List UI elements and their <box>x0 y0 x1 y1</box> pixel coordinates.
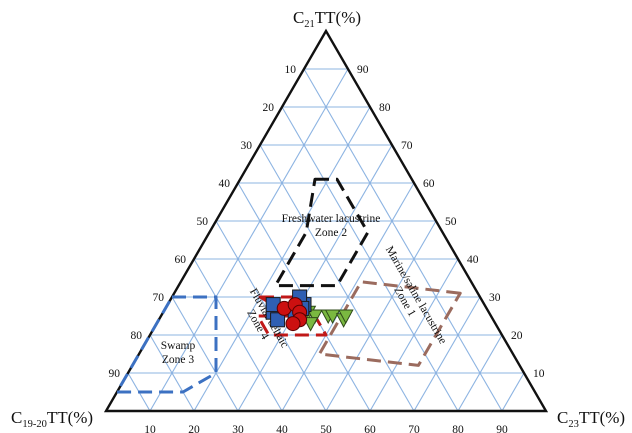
right-tick-label: 50 <box>445 216 457 228</box>
right-tick-label: 80 <box>379 102 391 114</box>
right-tick-label: 30 <box>489 292 501 304</box>
tick-labels: 10 90 10 20 80 20 30 70 30 40 60 40 50 50 50 60 40 60 70 30… <box>109 64 545 433</box>
circle-marker <box>285 316 301 332</box>
right-tick-label: 60 <box>423 178 435 190</box>
grid-line <box>171 296 239 412</box>
square-marker <box>270 312 286 328</box>
left-tick-label: 60 <box>175 254 187 266</box>
data-markers <box>265 289 354 332</box>
bottom-tick-label: 30 <box>232 424 244 433</box>
bottom-tick-label: 60 <box>364 424 376 433</box>
bottom-tick-label: 90 <box>496 424 508 433</box>
triangle-marker <box>307 309 323 325</box>
zone2-label-line: Zone 2 <box>315 227 348 239</box>
grid-line <box>501 372 525 412</box>
grid-line <box>149 68 349 412</box>
axis-label-top: C21TT(%) <box>293 8 361 30</box>
bottom-tick-label: 80 <box>452 424 464 433</box>
grid-line <box>259 144 415 412</box>
left-tick-label: 20 <box>263 102 275 114</box>
zone2-label-line: Freshwater lacustrine <box>282 213 381 225</box>
triangle-frame <box>103 28 549 413</box>
bottom-tick-label: 40 <box>276 424 288 433</box>
right-tick-label: 40 <box>467 254 479 266</box>
zone3-label-line: Zone 3 <box>162 354 195 366</box>
grid-line <box>413 296 481 412</box>
axis-label-left: C19-20TT(%) <box>11 408 93 430</box>
left-tick-label: 90 <box>109 368 121 380</box>
grid-line <box>303 68 503 412</box>
left-tick-label: 10 <box>285 64 297 76</box>
axis-label-right: C23TT(%) <box>557 408 625 430</box>
grid-line <box>237 144 393 412</box>
left-tick-label: 40 <box>219 178 231 190</box>
left-tick-label: 80 <box>131 330 143 342</box>
right-tick-label: 10 <box>533 368 545 380</box>
right-tick-label: 70 <box>401 140 413 152</box>
right-tick-label: 90 <box>357 64 369 76</box>
zone3-label-line: Swamp <box>161 340 196 352</box>
left-tick-label: 70 <box>153 292 165 304</box>
right-tick-label: 20 <box>511 330 523 342</box>
triangle-marker <box>302 317 319 332</box>
grid-line <box>325 220 437 412</box>
zone1-outline <box>317 280 462 367</box>
triangle-marker <box>324 309 341 325</box>
left-tick-label: 30 <box>241 140 253 152</box>
zone2-label: Freshwater lacustrine Zone 2 <box>282 213 381 239</box>
bottom-tick-label: 10 <box>144 424 156 433</box>
triangle-marker <box>337 309 354 325</box>
bottom-tick-label: 20 <box>188 424 200 433</box>
left-tick-label: 50 <box>197 216 209 228</box>
grid-line <box>193 258 283 412</box>
grid-line <box>149 334 195 412</box>
zone2-outline <box>273 177 370 288</box>
grid-line <box>369 258 459 412</box>
grid-line <box>457 334 503 412</box>
bottom-tick-label: 50 <box>320 424 332 433</box>
zone3-label: Swamp Zone 3 <box>161 340 196 366</box>
zone3-outline <box>115 295 218 394</box>
bottom-tick-label: 70 <box>408 424 420 433</box>
